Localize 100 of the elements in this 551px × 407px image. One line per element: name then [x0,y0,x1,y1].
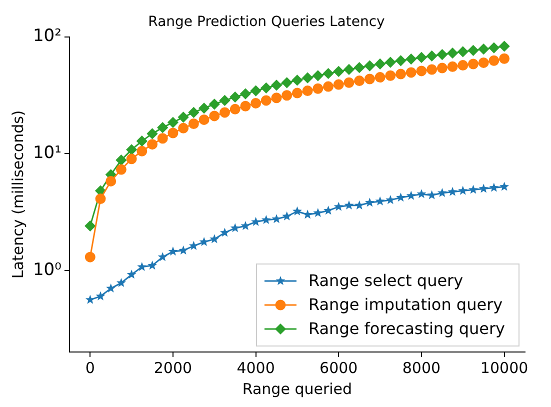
point [188,118,199,130]
point [230,223,240,232]
point [333,79,344,90]
point [261,214,271,224]
point [282,77,292,88]
point [396,68,406,80]
point [282,211,292,220]
point [147,139,158,150]
point [396,192,406,202]
point [209,98,220,110]
point [84,220,96,232]
x-tick-label: 0 [85,358,95,377]
point [251,216,261,226]
point [271,80,282,90]
point [96,291,106,300]
point [302,86,313,96]
point [147,128,158,139]
point [354,62,365,73]
point [375,196,385,206]
point [344,77,354,88]
point [157,122,168,133]
point [354,200,364,210]
point [188,240,198,250]
point [500,182,510,191]
point [426,50,438,62]
point [468,58,478,70]
point [364,60,375,72]
point [416,52,427,63]
x-axis-title: Range queried [242,380,352,398]
point [178,245,188,255]
point [198,114,210,125]
point [468,184,478,194]
point [344,200,354,210]
point [116,278,126,288]
point [436,49,448,60]
point [198,102,210,114]
point [385,70,396,81]
point [210,234,220,244]
point [220,228,230,237]
point [344,64,354,75]
point [158,252,168,262]
point [468,45,478,56]
point [157,133,168,144]
point [396,55,406,66]
point [427,190,437,200]
point [406,67,416,78]
point [312,70,324,81]
point [447,61,458,72]
point [364,198,374,207]
point [406,190,416,200]
point [126,270,136,279]
point [126,154,137,164]
point [478,184,488,193]
y-tick-label: 10¹ [32,143,62,164]
point [488,55,500,66]
point [313,208,323,218]
point [260,82,272,94]
y-axis-title: Latency (milliseconds) [8,110,27,279]
point [136,136,148,146]
point [85,294,95,304]
point [323,68,334,79]
point [416,66,427,76]
point [240,220,250,230]
point [386,195,396,204]
point [272,214,282,224]
point [499,41,510,52]
point [458,60,468,71]
point [271,92,282,104]
point [448,186,458,196]
point [416,189,426,198]
point [106,176,116,186]
point [178,122,189,134]
point [116,154,126,166]
point [250,86,262,96]
point [199,236,209,246]
point [354,76,365,86]
point [436,62,448,74]
point [302,72,313,84]
point [478,57,489,68]
point [136,146,148,156]
point [312,83,324,94]
point [334,202,344,211]
point [250,98,262,108]
point [168,246,178,256]
point [168,117,178,128]
y-tick-label: 10² [32,26,62,46]
point [374,58,386,70]
legend-label: Range select query [308,271,464,290]
point [220,95,230,106]
x-tick-label: 10000 [480,358,528,377]
point [240,88,251,100]
point [333,66,344,77]
chart-title: Range Prediction Queries Latency [148,14,385,30]
point [324,206,334,215]
point [489,182,499,192]
point [447,48,458,58]
x-tick-label: 6000 [320,358,358,377]
point [385,57,396,68]
x-tick-label: 4000 [236,358,275,377]
point [437,188,447,198]
